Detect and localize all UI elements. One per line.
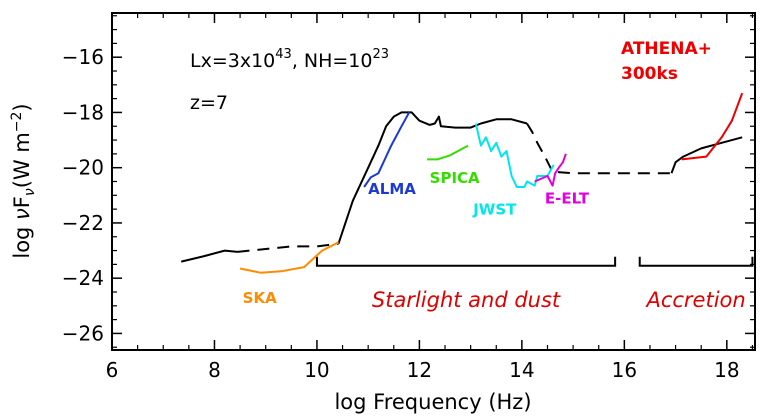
athena-label-line2: 300ks (621, 64, 678, 84)
x-axis-title: log Frequency (Hz) (334, 390, 531, 414)
y-tick-label: −20 (62, 156, 104, 180)
redshift-annotation: z=7 (190, 92, 228, 114)
x-tick-label: 8 (208, 358, 221, 382)
jwst-sensitivity-line (474, 123, 555, 188)
x-tick-label: 10 (304, 358, 329, 382)
x-tick-label: 18 (714, 358, 739, 382)
series-label: SKA (243, 289, 277, 307)
x-tick-label: 6 (106, 358, 119, 382)
y-tick-label: −26 (62, 321, 104, 345)
x-tick-label: 16 (612, 358, 637, 382)
series-label: JWST (472, 201, 517, 219)
y-axis-title: log νFν(W m−2) (9, 103, 38, 258)
sed-model-line (337, 111, 528, 245)
region-bracket (315, 256, 617, 267)
series-label: SPICA (430, 169, 480, 187)
ska-sensitivity-line (239, 241, 339, 274)
y-tick-label: −22 (62, 211, 104, 235)
region-label: Starlight and dust (372, 288, 561, 312)
sed-model-line (526, 122, 671, 175)
sed-model-line (237, 242, 339, 253)
y-tick-label: −16 (62, 45, 104, 69)
alma-sensitivity-line (363, 111, 411, 188)
y-tick-label: −24 (62, 266, 104, 290)
sed-model-line (670, 136, 743, 174)
luminosity-annotation: Lx=3x1043, NH=1023 (190, 47, 389, 72)
region-label: Accretion (644, 288, 745, 312)
y-tick-label: −18 (62, 100, 104, 124)
sed-model-line (180, 249, 238, 263)
eelt-sensitivity-line (534, 153, 567, 187)
series-label: E-ELT (545, 190, 590, 208)
x-tick-label: 14 (509, 358, 534, 382)
spica-sensitivity-line (427, 144, 469, 161)
athena-label-line1: ATHENA+ (621, 39, 712, 59)
series-label: ALMA (368, 180, 416, 198)
x-tick-label: 12 (407, 358, 432, 382)
region-bracket (638, 256, 754, 267)
athena-sensitivity-line (681, 92, 744, 161)
